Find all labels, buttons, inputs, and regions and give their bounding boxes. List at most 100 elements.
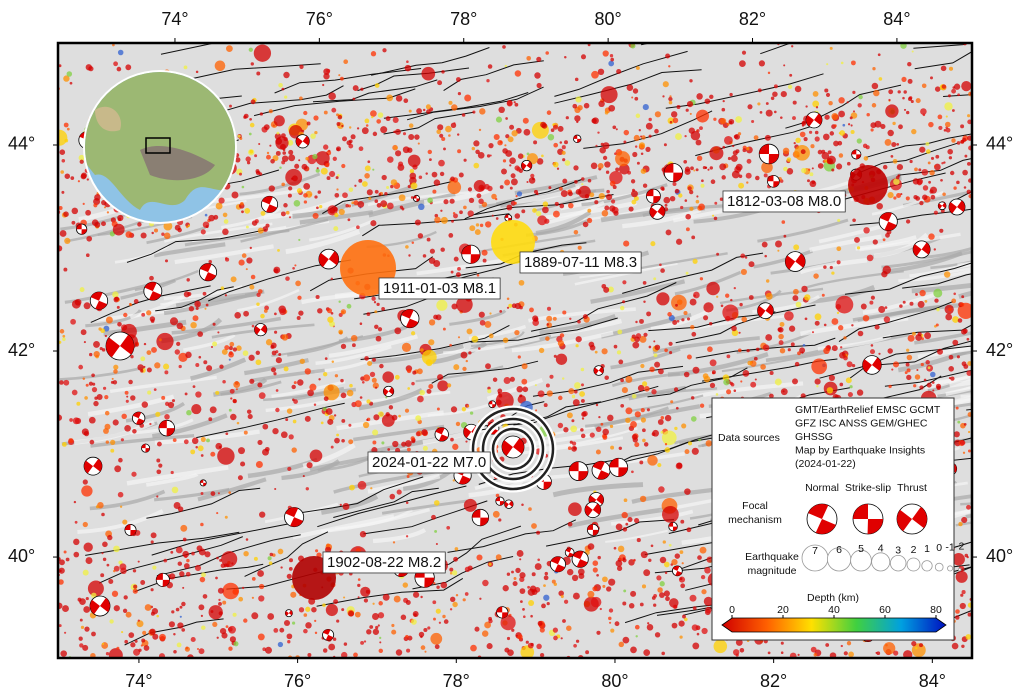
fault-line [253,88,416,117]
quake-dot [82,644,89,651]
quake-dot [205,225,209,229]
fault-line [196,402,345,439]
quake-dot [262,423,269,430]
quake-dot [955,609,960,614]
quake-dot [91,373,95,378]
quake-dot [517,634,523,640]
quake-dot [104,410,110,416]
quake-dot [146,350,152,356]
quake-dot [906,348,910,352]
focal-quadrant [405,318,419,328]
fault-line [819,345,972,379]
quake-dot [901,76,907,82]
quake-dot [843,336,847,340]
quake-dot [60,650,67,657]
quake-dot [79,618,83,622]
quake-dot [223,219,229,224]
terrain-ridge [146,472,199,487]
focal-mechanism [805,111,823,129]
quake-dot [635,635,638,638]
quake-dot [919,385,924,390]
quake-dot [640,135,643,138]
quake-dot [144,604,152,611]
quake-dot [640,417,646,423]
quake-dot [924,332,932,340]
focal-mechanism [261,195,279,213]
quake-dot [543,584,546,587]
focal-quadrant [328,251,339,266]
quake-dot [452,211,456,215]
quake-dot [281,334,289,341]
quake-dot [634,96,639,101]
quake-dot [668,96,673,102]
quake-dot [354,400,362,408]
quake-dot [684,134,687,138]
quake-dot [440,216,448,224]
quake-dot [704,98,711,105]
quake-dot [589,344,596,351]
quake-dot [748,295,754,300]
quake-dot [309,193,312,196]
terrain-ridge [163,285,243,301]
quake-dot [537,620,543,626]
quake-dot [632,151,638,158]
quake-dot [457,133,460,136]
quake-dot [63,550,67,554]
quake-dot [320,167,328,175]
quake-dot [665,53,671,59]
quake-dot [763,173,768,178]
quake-dot [112,380,118,385]
quake-dot [215,202,223,210]
quake-dot [410,436,415,441]
quake-dot [641,381,648,387]
quake-dot [873,89,880,97]
focal-quadrant [290,517,303,527]
legend-data-source: GHSSG [795,431,833,443]
fault-line [360,324,510,360]
quake-dot [315,168,320,173]
quake-dot [880,123,886,129]
quake-dot [762,344,770,352]
quake-dot [626,84,634,92]
quake-dot [282,151,287,155]
quake-dot [838,153,844,158]
quake-dot [371,296,376,301]
x-tick-label-bottom: 78° [443,671,470,691]
quake-dot [829,652,837,658]
fault-line [146,487,261,519]
quake-dot [361,127,369,135]
quake-dot [714,201,718,205]
quake-dot [948,66,954,71]
quake-dot [417,142,420,145]
quake-dot [453,256,459,262]
quake-dot [952,316,959,323]
quake-dot [940,65,947,72]
quake-dot [477,151,485,159]
focal-quadrant [808,504,829,519]
focal-quadrant [401,309,414,319]
quake-dot [502,148,508,154]
quake-dot [202,594,208,599]
quake-dot [411,619,417,625]
focal-mechanism [608,457,629,477]
terrain-ridge [299,210,374,225]
quake-dot [895,175,900,180]
fault-line [966,408,972,411]
quake-dot [495,554,502,561]
quake-dot [521,503,524,507]
quake-dot [623,498,628,503]
fault-line [316,577,464,607]
quake-dot [779,347,786,354]
quake-dot [336,174,340,177]
quake-dot [836,311,840,315]
quake-dot [65,557,70,562]
fault-line [838,301,954,343]
quake-dot [553,142,559,148]
quake-dot [591,118,597,124]
quake-dot [545,383,550,388]
quake-dot [610,445,615,450]
quake-dot [255,350,260,355]
fault-line [913,43,970,49]
quake-dot [377,112,384,118]
quake-dot [613,546,617,550]
